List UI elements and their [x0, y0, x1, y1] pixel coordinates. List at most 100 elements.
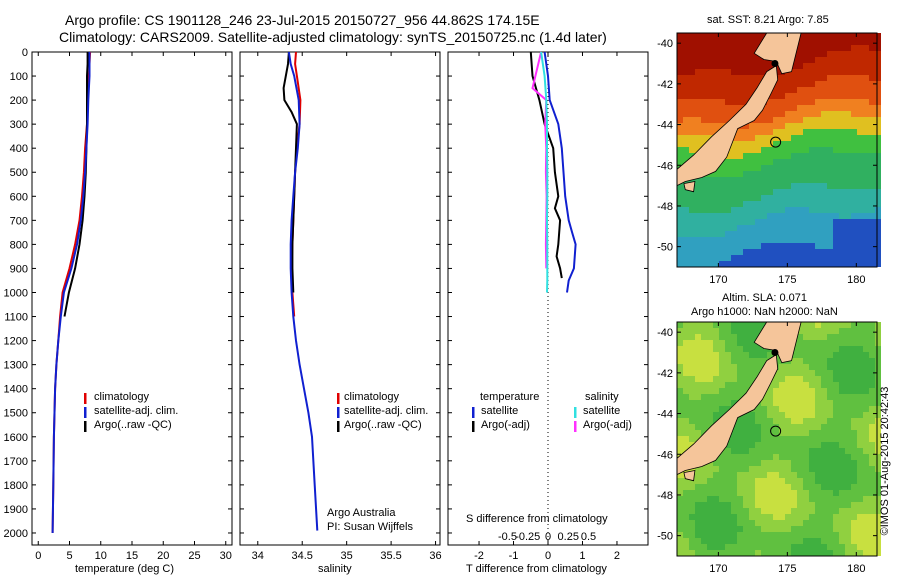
sst-map-cell: [773, 135, 779, 141]
sst-map-cell: [839, 45, 845, 51]
sla-map-cell: [767, 412, 773, 418]
sla-map-cell: [821, 424, 827, 430]
sla-map-cell: [719, 364, 725, 370]
sla-map-cell: [797, 478, 803, 484]
sla-map-cell: [779, 460, 785, 466]
sst-map-cell: [815, 75, 821, 81]
sla-map-cell: [725, 322, 731, 328]
sst-map-cell: [809, 87, 815, 93]
sst-map-cell: [779, 165, 785, 171]
sst-map-cell: [875, 105, 881, 111]
sst-map-cell: [815, 243, 821, 249]
sla-map-cell: [851, 382, 857, 388]
sst-map-cell: [737, 99, 743, 105]
sst-map-cell: [797, 69, 803, 75]
sla-map-cell: [755, 448, 761, 454]
sla-map-cell: [839, 394, 845, 400]
sla-map-cell: [743, 460, 749, 466]
sst-map-cell: [821, 159, 827, 165]
sla-map-cell: [749, 550, 755, 556]
sla-map-cell: [707, 418, 713, 424]
sst-map-cell: [821, 45, 827, 51]
sst-map-cell: [779, 237, 785, 243]
sst-map-cell: [725, 171, 731, 177]
header-line2: Climatology: CARS2009. Satellite-adjuste…: [59, 29, 607, 45]
sla-map-cell: [803, 352, 809, 358]
sla-map-cell: [791, 538, 797, 544]
sla-map-cell: [851, 478, 857, 484]
sst-map-cell: [773, 189, 779, 195]
sst-map-cell: [869, 63, 875, 69]
sst-map-cell: [725, 93, 731, 99]
sla-map-cell: [755, 520, 761, 526]
sla-map-cell: [719, 478, 725, 484]
sst-map-cell: [737, 51, 743, 57]
sst-map-cell: [755, 177, 761, 183]
sst-map-cell: [701, 177, 707, 183]
sst-map-cell: [737, 177, 743, 183]
sla-map-cell: [731, 550, 737, 556]
sla-map-cell: [725, 328, 731, 334]
sst-map-cell: [773, 201, 779, 207]
sst-map-cell: [719, 177, 725, 183]
sst-map-cell: [713, 69, 719, 75]
sst-map-cell: [725, 159, 731, 165]
sla-map-cell: [803, 412, 809, 418]
sla-map-cell: [713, 466, 719, 472]
sst-map-cell: [713, 213, 719, 219]
sst-map-cell: [815, 171, 821, 177]
sla-map-cell: [737, 364, 743, 370]
sst-map-cell: [815, 255, 821, 261]
sla-map-cell: [707, 334, 713, 340]
sla-map-cell: [785, 472, 791, 478]
sla-land-stewart-island: [683, 470, 696, 482]
sla-map-cell: [677, 448, 683, 454]
sla-map-cell: [695, 382, 701, 388]
sla-map-cell: [869, 352, 875, 358]
sst-lon-tick-label: 180: [847, 274, 865, 286]
sla-map-cell: [845, 424, 851, 430]
sst-map-cell: [743, 195, 749, 201]
sst-map-cell: [767, 117, 773, 123]
sst-map-cell: [875, 63, 881, 69]
sst-map-cell: [725, 183, 731, 189]
sst-map-cell: [683, 135, 689, 141]
sst-map-cell: [833, 255, 839, 261]
sla-map-cell: [773, 544, 779, 550]
sst-map-cell: [785, 87, 791, 93]
sst-map-cell: [755, 81, 761, 87]
sla-map-cell: [725, 472, 731, 478]
sst-map-cell: [827, 219, 833, 225]
sla-map-cell: [677, 334, 683, 340]
sst-map-cell: [761, 195, 767, 201]
sla-map-cell: [785, 466, 791, 472]
sla-map-cell: [791, 448, 797, 454]
diff-s-tick-label: 0.25: [558, 531, 579, 543]
sst-map-cell: [725, 201, 731, 207]
sst-map-cell: [803, 237, 809, 243]
sla-map-cell: [785, 490, 791, 496]
sst-map-cell: [797, 159, 803, 165]
sst-map-cell: [821, 117, 827, 123]
sst-map-cell: [809, 111, 815, 117]
sst-map-cell: [701, 195, 707, 201]
sla-map-cell: [815, 364, 821, 370]
sst-map-cell: [755, 201, 761, 207]
sst-map-cell: [719, 81, 725, 87]
sla-map-cell: [839, 532, 845, 538]
sst-map-cell: [815, 105, 821, 111]
sla-map-cell: [779, 376, 785, 382]
sla-map-cell: [815, 382, 821, 388]
sst-map-cell: [689, 147, 695, 153]
diff-series-sal-satellite: [540, 51, 549, 293]
sla-map-cell: [701, 406, 707, 412]
sst-map-cell: [719, 255, 725, 261]
sla-map-cell: [833, 466, 839, 472]
sla-map-cell: [815, 454, 821, 460]
sst-map-cell: [707, 111, 713, 117]
sst-map-cell: [869, 171, 875, 177]
sla-map-cell: [779, 520, 785, 526]
sst-map-cell: [773, 231, 779, 237]
sst-map-cell: [725, 255, 731, 261]
sst-map-cell: [857, 171, 863, 177]
